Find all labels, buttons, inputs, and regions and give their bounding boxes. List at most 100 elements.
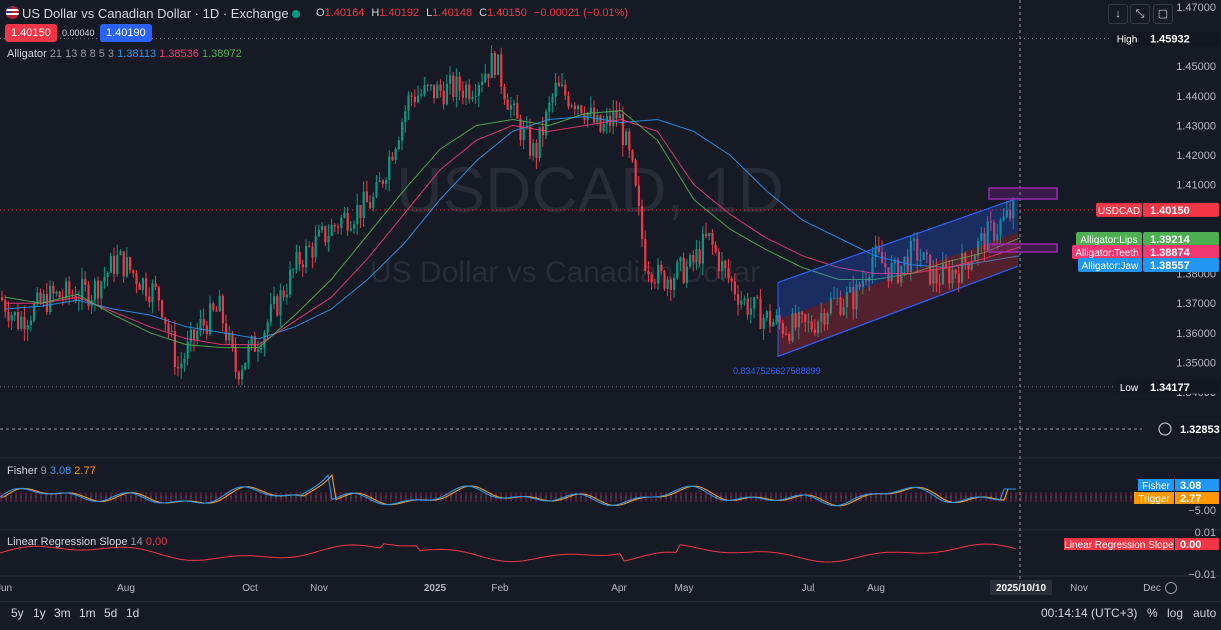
candle-body bbox=[125, 257, 128, 277]
log-toggle[interactable]: log bbox=[1167, 606, 1184, 620]
candle-body bbox=[7, 311, 10, 321]
candle-body bbox=[65, 281, 68, 299]
fisher-legend[interactable]: Fisher 9 3.08 2.77 bbox=[7, 465, 96, 477]
candle-body bbox=[922, 252, 925, 261]
candle-body bbox=[269, 304, 272, 323]
candle-body bbox=[586, 112, 589, 121]
trigger-value: 2.77 bbox=[74, 465, 96, 477]
sell-button[interactable]: 1.40150 bbox=[5, 24, 57, 42]
candle-body bbox=[890, 262, 893, 282]
candle-body bbox=[737, 294, 740, 305]
candle-body bbox=[385, 180, 388, 184]
collapse-icon[interactable]: ⤡ bbox=[1130, 4, 1150, 24]
candle-body bbox=[442, 90, 445, 105]
candle-body bbox=[541, 126, 544, 136]
candle-body bbox=[653, 282, 656, 284]
candle-body bbox=[983, 233, 986, 251]
candle-body bbox=[397, 140, 400, 150]
candle-body bbox=[637, 185, 640, 207]
candle-body bbox=[221, 295, 224, 324]
candle-body bbox=[340, 217, 343, 228]
lrs-legend[interactable]: Linear Regression Slope 14 0.00 bbox=[7, 536, 167, 548]
fisher-name: Fisher bbox=[7, 465, 38, 477]
auto-toggle[interactable]: auto bbox=[1193, 606, 1217, 620]
candle-body bbox=[429, 84, 432, 87]
candle-body bbox=[577, 105, 580, 110]
timeframe-1d[interactable]: 1d bbox=[126, 606, 140, 620]
gear-icon[interactable] bbox=[1165, 582, 1177, 594]
candle-body bbox=[650, 274, 653, 283]
timeframe-1y[interactable]: 1y bbox=[33, 606, 46, 620]
timeframe-5d[interactable]: 5d bbox=[104, 606, 118, 620]
candle-body bbox=[980, 233, 983, 241]
alligator-legend[interactable]: Alligator 21 13 8 8 5 3 1.38113 1.38536 … bbox=[7, 48, 242, 60]
candle-body bbox=[753, 297, 756, 309]
candle-body bbox=[932, 268, 935, 284]
candle-body bbox=[868, 276, 871, 282]
candle-body bbox=[977, 240, 980, 257]
fullscreen-icon[interactable]: ▢ bbox=[1153, 4, 1173, 24]
candle-body bbox=[682, 257, 685, 283]
candle-body bbox=[327, 235, 330, 243]
candle-body bbox=[250, 336, 253, 346]
candle-body bbox=[503, 86, 506, 100]
timeframe-1m[interactable]: 1m bbox=[79, 606, 96, 620]
candle-body bbox=[877, 245, 880, 252]
timeframe-5y[interactable]: 5y bbox=[11, 606, 24, 620]
candle-body bbox=[858, 284, 861, 288]
candle-body bbox=[244, 362, 247, 370]
candle-body bbox=[481, 81, 484, 86]
candle-body bbox=[113, 256, 116, 274]
candle-body bbox=[145, 278, 148, 297]
candle-body bbox=[615, 110, 618, 119]
candle-body bbox=[909, 240, 912, 273]
candle-body bbox=[177, 366, 180, 369]
candle-body bbox=[74, 295, 77, 302]
candle-body bbox=[532, 143, 535, 156]
candle-body bbox=[321, 226, 324, 230]
candle-body bbox=[471, 96, 474, 100]
candle-body bbox=[42, 293, 45, 303]
buy-button[interactable]: 1.40190 bbox=[100, 24, 152, 42]
jaw-price-tag: Alligator:Jaw 1.38557 bbox=[1078, 258, 1219, 272]
candle-body bbox=[26, 325, 29, 330]
candle-body bbox=[45, 293, 48, 313]
candle-body bbox=[343, 212, 346, 218]
candle-body bbox=[692, 255, 695, 263]
candle-body bbox=[497, 54, 500, 75]
fisher-value: 3.08 bbox=[49, 465, 72, 477]
timeframe-3m[interactable]: 3m bbox=[54, 606, 71, 620]
candle-body bbox=[151, 283, 154, 303]
arrow-down-icon[interactable]: ↓ bbox=[1108, 4, 1128, 24]
candle-body bbox=[289, 269, 292, 295]
candle-body bbox=[573, 105, 576, 110]
ohlc-close-key: C bbox=[479, 7, 488, 19]
lrs-line bbox=[0, 543, 1017, 563]
candle-body bbox=[138, 284, 141, 290]
candle-body bbox=[97, 280, 100, 299]
crosshair-price-tag bbox=[1175, 422, 1221, 436]
candle-body bbox=[305, 245, 308, 268]
candle-body bbox=[103, 277, 106, 282]
candle-body bbox=[698, 249, 701, 264]
alligator-lips-value: 1.38972 bbox=[201, 48, 242, 60]
candle-body bbox=[516, 103, 519, 119]
candle-body bbox=[666, 279, 669, 289]
percent-toggle[interactable]: % bbox=[1147, 606, 1158, 620]
candle-body bbox=[119, 251, 122, 255]
time-tick-label: 2025 bbox=[424, 583, 447, 594]
teeth-price-tag-label: Alligator:Teeth bbox=[1075, 248, 1138, 259]
jaw-price-tag-label: Alligator:Jaw bbox=[1082, 261, 1139, 272]
candle-body bbox=[87, 284, 90, 306]
candle-body bbox=[925, 252, 928, 255]
symbol-title[interactable]: US Dollar vs Canadian Dollar · 1D · Exch… bbox=[22, 6, 289, 21]
alligator-params: 21 13 8 8 5 3 bbox=[49, 48, 115, 60]
candle-body bbox=[660, 264, 663, 272]
candle-body bbox=[996, 234, 999, 241]
clock-timezone[interactable]: 00:14:14 (UTC+3) bbox=[1041, 606, 1138, 620]
candle-body bbox=[333, 224, 336, 227]
price-tick-label: 1.41000 bbox=[1176, 180, 1216, 192]
candle-body bbox=[951, 269, 954, 284]
